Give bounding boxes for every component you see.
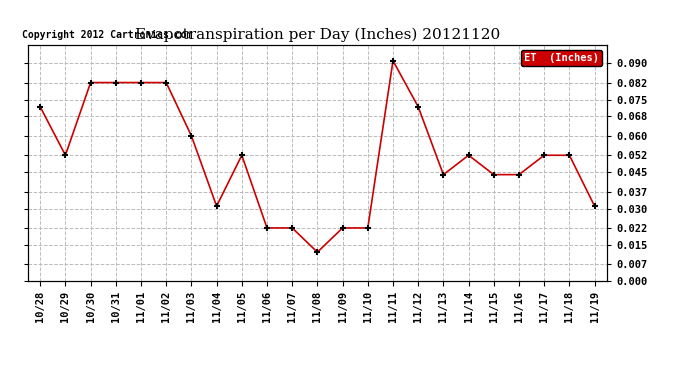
Title: Evapotranspiration per Day (Inches) 20121120: Evapotranspiration per Day (Inches) 2012…: [135, 28, 500, 42]
Legend: ET  (Inches): ET (Inches): [521, 50, 602, 66]
Text: Copyright 2012 Cartronics.com: Copyright 2012 Cartronics.com: [22, 30, 193, 40]
